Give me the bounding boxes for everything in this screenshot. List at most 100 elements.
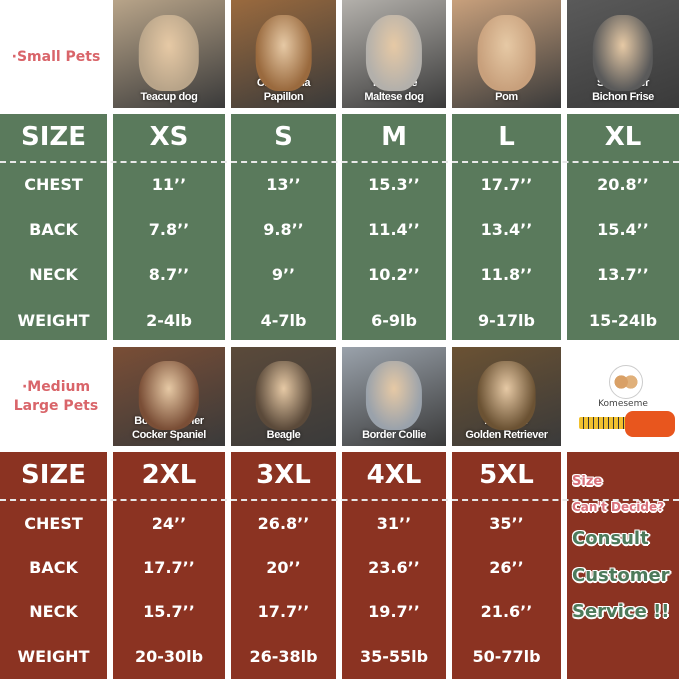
breed-line: Border Collie <box>362 429 426 441</box>
measure-value: 4-7lb <box>260 311 307 330</box>
dog-image-icon <box>255 15 312 91</box>
dog-photo: LabradorGolden Retriever <box>452 347 561 446</box>
size-label: XL <box>604 122 642 152</box>
measure-value: 31’’ <box>376 514 412 533</box>
measure-value: 23.6’’ <box>368 558 420 577</box>
measure-value: 9-17lb <box>478 311 535 330</box>
breed-line: Maltese dog <box>364 91 424 103</box>
dog-photo: SchnauzerBichon Frise <box>567 0 679 108</box>
dog-image-icon <box>477 15 536 91</box>
breed-line: Cocker Spaniel <box>132 429 206 441</box>
measure-value: 11.4’’ <box>368 220 420 239</box>
measure-value: 7.8’’ <box>148 220 190 239</box>
measure-value: 9.8’’ <box>263 220 304 239</box>
size-label: 2XL <box>141 460 197 490</box>
dog-image-icon <box>365 15 423 91</box>
breed-line: Bichon Frise <box>592 91 654 103</box>
measure-label: CHEST <box>24 175 83 194</box>
dog-image-icon <box>477 360 536 431</box>
small-pets-label: ·Small Pets <box>11 49 101 65</box>
measure-value: 2-4lb <box>146 311 192 330</box>
breed-line: Golden Retriever <box>465 429 548 441</box>
size-label: S <box>274 122 293 152</box>
size-label: 5XL <box>479 460 534 490</box>
measure-value: 15.4’’ <box>597 220 649 239</box>
measure-label: WEIGHT <box>17 311 90 330</box>
measure-value: 21.6’’ <box>480 602 533 621</box>
note-cell <box>567 452 679 679</box>
measure-value: 13.7’’ <box>597 265 649 284</box>
measure-value: 13.4’’ <box>480 220 533 239</box>
measure-value: 15.3’’ <box>368 175 420 194</box>
row-labels-column: SIZE CHEST BACK NECK WEIGHT <box>0 114 107 340</box>
size-label: XS <box>149 122 189 152</box>
measure-value: 10.2’’ <box>368 265 420 284</box>
dog-image-icon <box>138 15 200 91</box>
dog-image-icon <box>138 360 200 431</box>
measure-value: 20-30lb <box>134 647 204 666</box>
measure-value: 26’’ <box>489 558 524 577</box>
measure-value: 17.7’’ <box>480 175 533 194</box>
divider <box>0 161 679 163</box>
measure-value: 8.7’’ <box>148 265 190 284</box>
size-header: SIZE <box>20 460 86 490</box>
measure-label: BACK <box>29 220 78 239</box>
measure-value: 26-38lb <box>249 647 318 666</box>
measure-value: 17.7’’ <box>257 602 310 621</box>
size-label: M <box>381 122 407 152</box>
dog-photo: HuskyBorder Collie <box>342 347 446 446</box>
size-label: 4XL <box>366 460 422 490</box>
dog-photo: CorgiBeagle <box>231 347 336 446</box>
size-column: 5XL 35’’ 26’’ 21.6’’ 50-77lb <box>452 452 561 679</box>
measure-label: WEIGHT <box>17 647 90 666</box>
size-column: S 13’’ 9.8’’ 9’’ 4-7lb <box>231 114 336 340</box>
divider <box>0 499 679 501</box>
measure-label: CHEST <box>24 514 83 533</box>
tape-reel-icon <box>625 411 675 437</box>
note-customer: Customer <box>572 565 670 586</box>
measure-label: NECK <box>29 602 78 621</box>
dog-image-icon <box>592 15 654 91</box>
measure-label: NECK <box>29 265 78 284</box>
size-label: L <box>498 122 515 152</box>
note-consult: Consult <box>572 528 649 549</box>
measure-value: 24’’ <box>151 514 187 533</box>
measure-value: 20.8’’ <box>597 175 649 194</box>
size-label: 3XL <box>256 460 311 490</box>
measure-value: 35-55lb <box>359 647 429 666</box>
dog-image-icon <box>255 360 312 431</box>
measure-value: 35’’ <box>489 514 524 533</box>
dog-photo: YorkshireMaltese dog <box>342 0 446 108</box>
note-cant-decide: Can't Decide? <box>572 500 665 514</box>
note-size: Size <box>572 474 603 489</box>
measure-value: 11.8’’ <box>480 265 533 284</box>
breed-line: Papillon <box>263 91 304 103</box>
measure-value: 11’’ <box>151 175 187 194</box>
measure-value: 26.8’’ <box>257 514 310 533</box>
label-line: ·Medium <box>21 379 91 395</box>
measure-label: BACK <box>29 558 78 577</box>
medium-large-pets-label: ·Medium Large Pets <box>0 378 112 416</box>
size-column: XS 11’’ 7.8’’ 8.7’’ 2-4lb <box>113 114 225 340</box>
breed-line: Teacup dog <box>140 91 198 103</box>
measure-value: 9’’ <box>271 265 296 284</box>
size-column: M 15.3’’ 11.4’’ 10.2’’ 6-9lb <box>342 114 446 340</box>
size-column: 4XL 31’’ 23.6’’ 19.7’’ 35-55lb <box>342 452 446 679</box>
label-line: Large Pets <box>13 398 99 414</box>
dog-photo: PuppyTeacup dog <box>113 0 225 108</box>
measure-value: 20’’ <box>266 558 301 577</box>
breed-line: Beagle <box>266 429 301 441</box>
brand-name: Komeseme <box>598 399 648 409</box>
measure-value: 15-24lb <box>588 311 658 330</box>
dog-photo: Boston TerrierCocker Spaniel <box>113 347 225 446</box>
brand-logo: Komeseme <box>567 347 679 447</box>
row-labels-column: SIZE CHEST BACK NECK WEIGHT <box>0 452 107 679</box>
measure-value: 13’’ <box>266 175 301 194</box>
size-header: SIZE <box>20 122 86 152</box>
dog-photo: PoodlePom <box>452 0 561 108</box>
measure-value: 19.7’’ <box>368 602 420 621</box>
measure-value: 6-9lb <box>371 311 417 330</box>
size-column: 3XL 26.8’’ 20’’ 17.7’’ 26-38lb <box>231 452 336 679</box>
dog-photo: ChihuahuaPapillon <box>231 0 336 108</box>
tape-measure-icon <box>579 417 629 429</box>
